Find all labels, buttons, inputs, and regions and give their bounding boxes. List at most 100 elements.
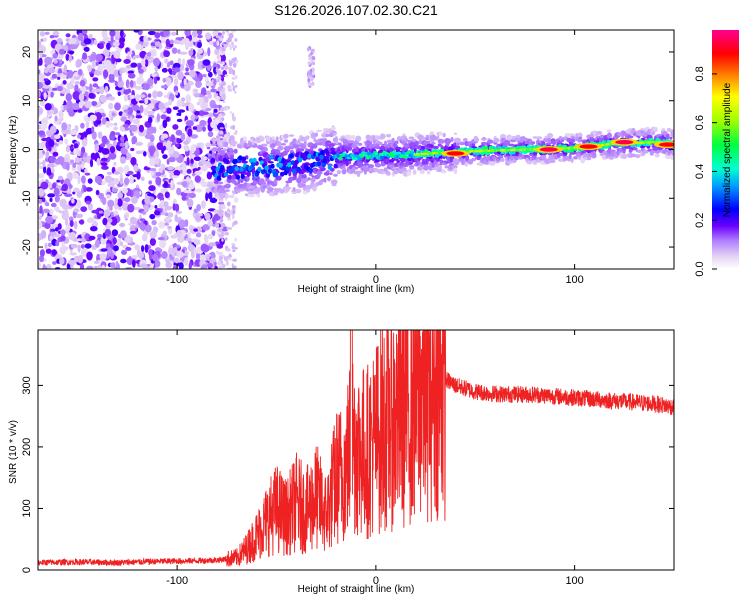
spectrogram-cell: [188, 192, 197, 199]
spectrogram-cell: [149, 158, 156, 167]
spectrogram-cell: [38, 69, 41, 75]
spectrogram-cell: [549, 159, 556, 163]
spectrogram-cell: [171, 74, 178, 78]
spectrogram-cell: [88, 235, 96, 241]
spectrogram-cell: [275, 136, 279, 143]
spectrogram-cell: [223, 133, 229, 140]
spectrogram-cell: [209, 197, 218, 204]
spectrogram-cell: [626, 135, 634, 139]
spectrogram-cell: [187, 128, 193, 137]
spectrogram-cell: [113, 171, 120, 175]
spectrogram-cell: [203, 234, 208, 242]
spectrogram-cell: [53, 59, 58, 64]
spectrogram-cell: [222, 211, 225, 215]
spectrogram-cell: [103, 69, 109, 78]
spectrogram-cell: [138, 124, 144, 133]
spectrogram-cell: [184, 257, 189, 267]
spectrogram-cell: [208, 71, 213, 78]
spectrogram-cell: [70, 159, 74, 163]
spectrogram-cell: [83, 46, 90, 52]
spectrogram-cell: [39, 205, 43, 214]
spectrogram-cell: [43, 67, 49, 74]
spectrogram-cell: [112, 237, 117, 245]
spectrogram-cell: [231, 77, 236, 80]
spectrogram-cell: [45, 215, 53, 224]
spectrogram-cell: [160, 85, 169, 89]
spectrogram-cell: [177, 251, 184, 258]
spectrogram-cell: [234, 38, 238, 42]
spectrogram-cell: [180, 97, 186, 102]
spectrogram-cell: [229, 256, 232, 261]
spectrogram-cell: [308, 71, 312, 76]
spectrogram-cell: [39, 249, 46, 257]
spectrogram-cell: [196, 101, 201, 106]
colorbar-tick-label: 0.0: [694, 261, 706, 276]
spectrogram-cell: [220, 222, 226, 228]
spectrogram-cell: [40, 122, 48, 131]
spectrogram-cell: [234, 91, 237, 94]
spectrogram-cell: [175, 143, 180, 148]
spectrogram-cell: [183, 78, 187, 86]
spectrogram-cell: [341, 167, 347, 171]
spectrogram-peak: [579, 144, 598, 149]
spectrogram-cell: [100, 143, 106, 148]
spectrogram-cell: [150, 171, 155, 176]
spectrogram-cell: [159, 239, 167, 249]
spectrogram-cell: [49, 197, 53, 202]
spectrogram-cell: [227, 67, 231, 70]
spectrogram-cell: [73, 71, 79, 77]
spectrogram-cell: [546, 132, 554, 139]
spectrogram-cell: [69, 129, 78, 136]
spectrogram-cell: [192, 126, 198, 130]
spectrogram-cell: [247, 141, 253, 147]
spectrogram-cell: [101, 197, 107, 205]
spectrogram-cell: [111, 188, 119, 193]
spectrogram-cell: [149, 196, 155, 203]
spectrogram-cell: [74, 84, 79, 94]
spectrogram-cell: [44, 31, 50, 35]
spectrogram-cell: [38, 151, 44, 159]
spectrogram-cell: [194, 77, 200, 82]
spectrogram-cell: [139, 223, 146, 231]
spectrogram-cell: [165, 76, 169, 82]
spectrogram-cell: [193, 228, 198, 232]
spectrogram-cell: [217, 261, 222, 265]
spectrogram-cell: [149, 134, 155, 143]
spectrogram-cell: [380, 155, 385, 160]
spectrogram-cell: [139, 105, 144, 114]
spectrogram-cell: [133, 206, 142, 211]
spectrogram-cell: [425, 137, 430, 141]
spectrogram-cell: [270, 163, 275, 169]
spectrogram-cell: [163, 201, 169, 208]
spectrogram-cell: [606, 129, 612, 133]
spectrogram-cell: [94, 88, 103, 93]
spectrogram-cell: [108, 110, 112, 119]
spectrogram-cell: [149, 213, 156, 220]
spectrogram-cell: [55, 206, 60, 213]
spectrogram-cell: [232, 209, 236, 215]
spectrogram-cell: [118, 75, 122, 82]
spectrogram-cell: [102, 217, 108, 226]
spectrogram-cell: [65, 93, 73, 102]
spectrogram-cell: [210, 157, 216, 163]
spectrogram-cell: [78, 101, 85, 107]
spectrogram-cell: [621, 153, 627, 160]
spectrogram-cell: [82, 30, 88, 35]
spectrogram-cell: [332, 132, 337, 136]
spectrogram-cell: [285, 166, 291, 172]
spectrogram-cell: [194, 110, 200, 116]
spectrogram-cell: [49, 35, 55, 39]
spectrogram-cell: [43, 78, 49, 82]
spectrogram-cell: [104, 37, 108, 41]
spectrogram-cell: [120, 136, 125, 143]
spectrogram-cell: [211, 152, 217, 158]
spectrogram-cell: [325, 170, 330, 173]
spectrogram-cell: [483, 146, 489, 150]
spectrogram-cell: [172, 106, 179, 110]
spectrogram-cell: [311, 55, 315, 60]
spectrogram-cell: [217, 60, 222, 64]
spectrogram-cell: [152, 253, 159, 262]
spectrogram-cell: [202, 244, 209, 253]
spectrogram-cell: [129, 230, 137, 235]
spectrogram-cell: [228, 227, 233, 230]
